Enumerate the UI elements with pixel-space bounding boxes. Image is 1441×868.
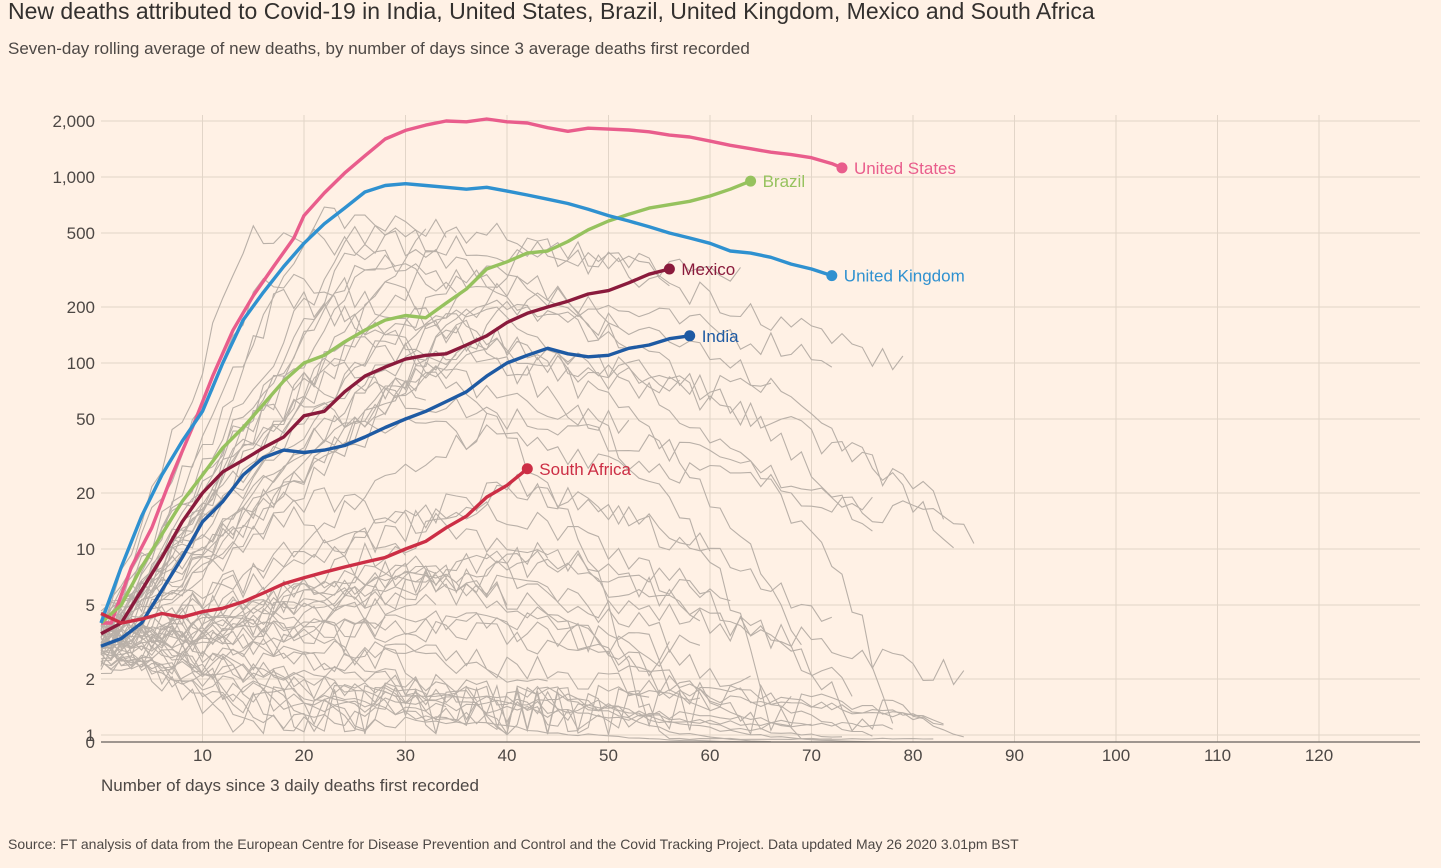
other-country-line (100, 546, 701, 637)
x-axis-label: Number of days since 3 daily deaths firs… (101, 776, 479, 795)
other-country-line (100, 613, 548, 683)
other-country-line (100, 612, 893, 733)
series-line (100, 467, 529, 625)
x-tick-label: 40 (498, 746, 517, 765)
other-country-line (100, 656, 478, 735)
x-tick-label: 60 (701, 746, 720, 765)
other-country-line (100, 206, 447, 633)
other-country-line (100, 640, 792, 710)
series-end-dot (826, 270, 838, 282)
series-end-dot (684, 330, 696, 342)
x-tick-label: 50 (599, 746, 618, 765)
other-country-line (100, 649, 558, 734)
series-label: United Kingdom (844, 267, 965, 286)
other-country-line (100, 398, 975, 652)
other-country-line (100, 337, 681, 657)
y-tick-label: 500 (67, 224, 95, 243)
other-country-line (100, 482, 711, 637)
x-tick-label: 110 (1204, 746, 1231, 765)
other-country-line (100, 224, 741, 631)
other-country-line (100, 505, 406, 648)
other-country-line (100, 288, 457, 667)
y-tick-label: 1,000 (52, 168, 95, 187)
x-tick-label: 80 (904, 746, 923, 765)
x-tick-label: 10 (193, 746, 212, 765)
other-country-line (100, 305, 945, 628)
x-tick-label: 90 (1005, 746, 1024, 765)
series-line (100, 267, 670, 636)
other-country-line (100, 276, 832, 741)
series-label: South Africa (539, 460, 631, 479)
y-tick-label: 2,000 (52, 112, 95, 131)
other-country-line (100, 254, 396, 654)
other-country-line (100, 501, 964, 738)
series-line (100, 334, 690, 648)
chart-title: New deaths attributed to Covid-19 in Ind… (8, 0, 1095, 24)
series-label: Mexico (681, 260, 735, 279)
other-country-line (100, 487, 853, 697)
y-tick-label: 1 (86, 726, 95, 745)
y-tick-label: 2 (86, 670, 95, 689)
other-country-line (100, 650, 944, 731)
y-tick-label: 10 (76, 540, 95, 559)
other-country-line (100, 640, 447, 698)
other-country-line (100, 473, 833, 637)
series-line (99, 179, 752, 625)
other-country-line (100, 620, 771, 743)
chart-subtitle: Seven-day rolling average of new deaths,… (8, 39, 750, 58)
x-tick-label: 70 (802, 746, 821, 765)
other-country-line (100, 224, 873, 630)
other-country-line (100, 228, 427, 638)
other-country-line (100, 620, 944, 730)
series-end-dot (745, 175, 757, 187)
other-country-line (100, 306, 894, 724)
x-tick-label: 30 (396, 746, 415, 765)
other-country-line (100, 366, 630, 649)
series-end-dot (521, 463, 533, 475)
series-label: United States (854, 159, 956, 178)
y-tick-label: 0 (86, 733, 95, 752)
source-note: Source: FT analysis of data from the Eur… (8, 836, 1019, 852)
other-country-line (100, 350, 447, 647)
x-tick-label: 20 (295, 746, 314, 765)
y-tick-label: 100 (67, 354, 95, 373)
other-country-line (100, 643, 447, 735)
y-tick-label: 50 (76, 410, 95, 429)
other-country-line (100, 336, 772, 623)
y-tick-label: 200 (67, 298, 95, 317)
other-country-line (100, 555, 873, 737)
x-tick-label: 120 (1305, 746, 1333, 765)
other-country-line (100, 650, 812, 733)
axis-ticks: 01 2 5 10 20 50 100 200 500 1,000 2,000 10 20 30 40 50 6… (52, 112, 1420, 765)
other-country-line (100, 275, 620, 647)
x-tick-label: 100 (1102, 746, 1130, 765)
other-country-line (100, 612, 751, 687)
other-country-line (100, 659, 650, 736)
series-end-dot (836, 162, 848, 174)
series-end-dot (663, 263, 675, 275)
other-country-line (100, 230, 954, 612)
series-line (101, 117, 843, 625)
other-country-line (100, 237, 904, 649)
series-line (99, 181, 833, 624)
other-country-line (100, 618, 1005, 743)
y-tick-label: 20 (76, 484, 95, 503)
series-label: Brazil (763, 172, 806, 191)
y-tick-label: 5 (86, 596, 95, 615)
series-label: India (702, 327, 739, 346)
highlighted-series: United States Brazil United Kingdom Mexico I… (99, 117, 965, 648)
other-country-line (100, 549, 731, 645)
other-country-line (100, 593, 437, 648)
other-country-line (100, 281, 802, 646)
